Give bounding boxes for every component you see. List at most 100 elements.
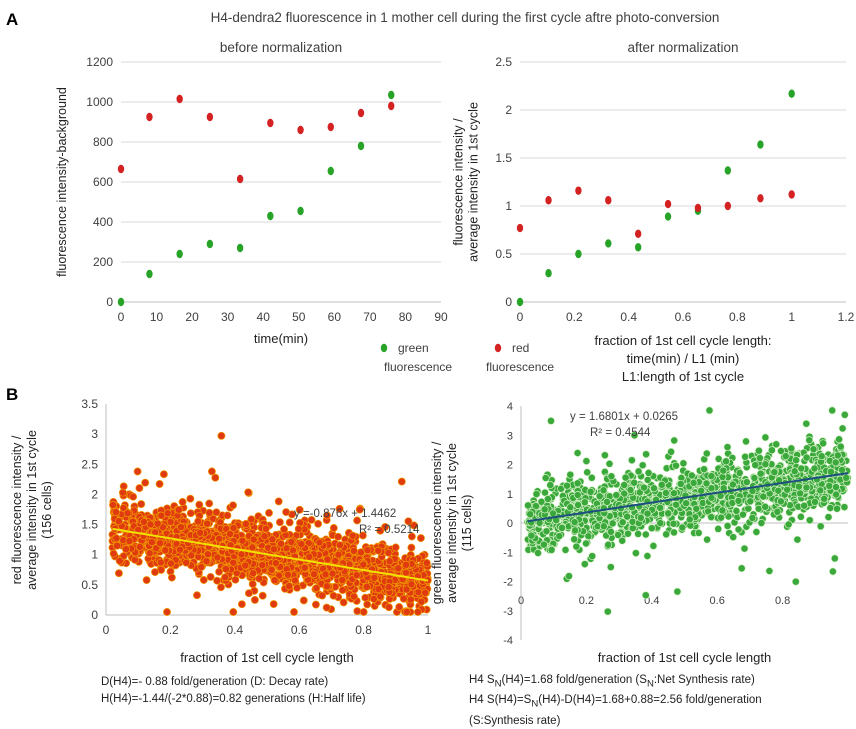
- x-tick-label: 0: [518, 595, 524, 607]
- data-point: [163, 509, 172, 518]
- data-point: [707, 472, 716, 481]
- data-point: [642, 450, 651, 459]
- data-point: [290, 608, 298, 616]
- data-point: [604, 540, 613, 549]
- red-data-point: [724, 201, 732, 211]
- data-point: [606, 527, 615, 536]
- data-point: [167, 573, 176, 582]
- data-point: [527, 531, 536, 540]
- data-point: [678, 523, 687, 532]
- data-point: [746, 497, 755, 506]
- data-point: [682, 499, 691, 508]
- data-point: [122, 545, 130, 554]
- data-point: [826, 467, 835, 476]
- data-point: [221, 565, 230, 574]
- y-tick-label: 1.5: [495, 151, 512, 165]
- data-point: [650, 484, 658, 493]
- data-point: [407, 532, 416, 541]
- green-data-point: [236, 243, 244, 253]
- data-point: [407, 543, 416, 552]
- data-point: [714, 524, 723, 533]
- data-point: [339, 598, 348, 607]
- data-point: [321, 570, 330, 579]
- x-axis-label: time(min): [254, 331, 308, 346]
- data-point: [323, 555, 332, 564]
- data-point: [417, 597, 426, 606]
- data-point: [776, 497, 785, 506]
- data-point: [700, 465, 708, 474]
- x-tick-label: 0: [118, 310, 125, 324]
- red-data-point: [694, 203, 702, 213]
- data-point: [312, 584, 321, 593]
- data-point: [112, 534, 121, 543]
- data-point: [140, 517, 148, 526]
- caption-red-decay-rate: D(H4)=- 0.88 fold/generation (D: Decay r…: [101, 676, 328, 688]
- data-point: [723, 521, 732, 530]
- data-point: [258, 591, 267, 600]
- data-point: [565, 572, 573, 581]
- data-point: [824, 513, 833, 522]
- green-data-point: [327, 166, 334, 176]
- series-red: [117, 94, 395, 184]
- data-point: [685, 515, 694, 524]
- data-point: [217, 431, 226, 440]
- x-tick-label: 0.2: [566, 310, 583, 324]
- data-point: [363, 546, 372, 555]
- data-point: [349, 546, 358, 555]
- data-point: [119, 504, 128, 512]
- data-point: [269, 600, 278, 609]
- data-point: [566, 503, 575, 512]
- green-data-point: [297, 206, 304, 216]
- red-data-point: [575, 186, 582, 195]
- data-point: [679, 459, 688, 468]
- y-tick-label: 2: [507, 460, 513, 472]
- y-axis-label: green fluorescence intensity /average in…: [430, 441, 474, 604]
- data-point: [734, 525, 743, 534]
- red-data-point: [605, 196, 612, 205]
- data-point: [155, 480, 164, 488]
- red-data-point: [545, 196, 552, 205]
- data-point: [702, 449, 711, 458]
- x-axis-label: fraction of 1st cell cycle length: [180, 650, 353, 665]
- data-point: [773, 507, 782, 516]
- data-point: [631, 549, 640, 558]
- data-point: [832, 490, 841, 499]
- data-point: [229, 501, 237, 510]
- data-point: [740, 544, 749, 553]
- green-data-point: [788, 89, 795, 98]
- legend-green-label-line2: fluorescence: [384, 360, 452, 374]
- data-point: [146, 520, 155, 529]
- r-squared: R² = 0.5214: [359, 524, 420, 536]
- data-point: [571, 526, 580, 535]
- data-point: [207, 467, 216, 476]
- x-tick-label: 80: [399, 310, 413, 324]
- data-point: [334, 550, 343, 559]
- x-axis-label-line: fraction of 1st cell cycle length: [598, 650, 771, 665]
- data-point: [315, 538, 324, 547]
- x-tick-label: 0.6: [675, 310, 692, 324]
- data-point: [534, 549, 542, 557]
- data-point: [362, 582, 371, 591]
- data-point: [588, 552, 597, 561]
- data-point: [229, 558, 238, 567]
- data-point: [612, 491, 621, 500]
- y-tick-label: 4: [507, 401, 513, 413]
- y-tick-label: 200: [93, 255, 113, 269]
- y-tick-label: 800: [93, 135, 113, 149]
- data-point: [270, 576, 279, 585]
- y-tick-label: 2: [91, 487, 98, 501]
- data-point: [802, 419, 811, 428]
- data-point: [329, 524, 338, 532]
- data-point: [267, 565, 276, 574]
- y-tick-label: 1200: [86, 55, 113, 69]
- trendline: [527, 472, 849, 523]
- red-data-point: [267, 118, 274, 128]
- data-point: [765, 567, 774, 575]
- legend-green-label-line1: green: [398, 341, 429, 355]
- data-point: [790, 467, 799, 476]
- data-point: [221, 573, 230, 582]
- data-point: [416, 534, 425, 543]
- x-axis-label-line: L1:length of 1st cycle: [622, 369, 744, 384]
- data-point: [359, 608, 368, 616]
